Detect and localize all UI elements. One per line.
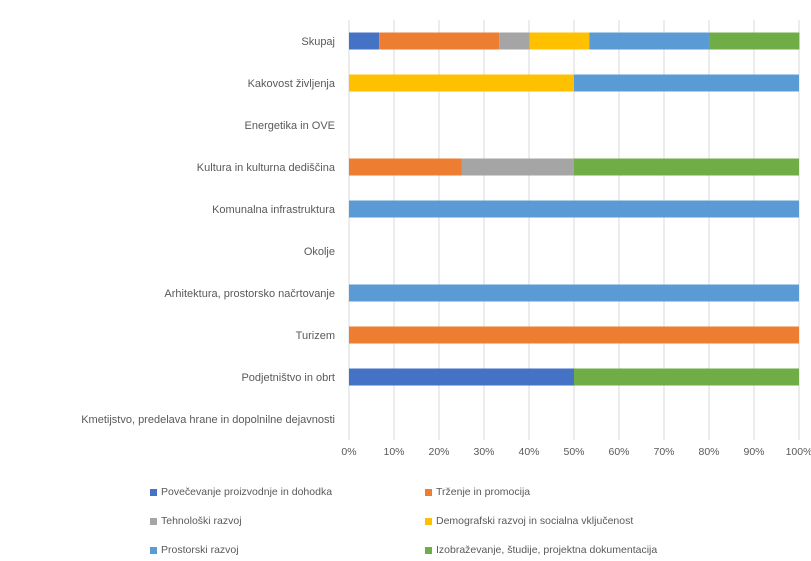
category-label: Energetika in OVE: [245, 120, 336, 132]
legend: Povečevanje proizvodnje in dohodka Trženj…: [0, 478, 811, 561]
legend-item: Tehnološki razvoj: [150, 515, 242, 527]
x-tick-labels: 0% 10% 20% 30% 40% 50% 60% 70% 80% 90% 100%: [341, 446, 811, 458]
x-tick-label: 70%: [653, 446, 674, 458]
bar-segment: [349, 284, 799, 302]
legend-label: Povečevanje proizvodnje in dohodka: [161, 486, 333, 498]
x-tick-label: 10%: [383, 446, 404, 458]
x-tick-label: 40%: [518, 446, 539, 458]
bar-segment: [574, 158, 799, 176]
legend-item: Demografski razvoj in socialna vključeno…: [425, 515, 633, 527]
category-label: Kakovost življenja: [248, 78, 336, 90]
category-label: Kultura in kulturna dediščina: [197, 162, 336, 174]
category-label: Skupaj: [301, 36, 335, 48]
bars: [349, 32, 800, 386]
x-tick-label: 0%: [341, 446, 356, 458]
legend-swatch: [150, 488, 157, 496]
legend-swatch: [150, 517, 157, 525]
legend-swatch: [150, 546, 157, 554]
bar-segment: [589, 32, 710, 50]
category-label: Okolje: [304, 246, 335, 258]
category-label: Arhitektura, prostorsko načrtovanje: [164, 288, 335, 300]
category-label: Podjetništvo in obrt: [241, 372, 335, 384]
legend-item: Izobraževanje, študije, projektna dokume…: [425, 544, 657, 556]
x-tick-label: 20%: [428, 446, 449, 458]
bar-segment: [574, 368, 799, 386]
bar-segment: [349, 200, 799, 218]
legend-item: Trženje in promocija: [425, 486, 530, 498]
category-label: Kmetijstvo, predelava hrane in dopolniln…: [81, 414, 335, 426]
legend-swatch: [425, 517, 432, 525]
legend-label: Trženje in promocija: [436, 486, 531, 498]
x-tick-label: 60%: [608, 446, 629, 458]
legend-label: Prostorski razvoj: [161, 544, 239, 556]
bar-segment: [379, 32, 500, 50]
bar-segment: [499, 32, 530, 50]
legend-label: Demografski razvoj in socialna vključeno…: [436, 515, 634, 527]
bar-segment: [461, 158, 574, 176]
bar-segment: [349, 368, 574, 386]
legend-item: Prostorski razvoj: [150, 544, 239, 556]
x-tick-label: 90%: [743, 446, 764, 458]
bar-segment: [349, 32, 380, 50]
bar-segment: [349, 74, 574, 92]
legend-item: Povečevanje proizvodnje in dohodka: [150, 486, 332, 498]
bar-segment: [574, 74, 799, 92]
bar-segment: [529, 32, 590, 50]
legend-swatch: [425, 488, 432, 496]
bar-segment: [709, 32, 800, 50]
category-label: Turizem: [296, 330, 335, 342]
bar-segment: [349, 158, 462, 176]
legend-swatch: [425, 546, 432, 554]
x-tick-label: 100%: [786, 446, 811, 458]
bar-segment: [349, 326, 799, 344]
x-tick-label: 50%: [563, 446, 584, 458]
category-label: Komunalna infrastruktura: [212, 204, 336, 216]
x-tick-label: 80%: [698, 446, 719, 458]
legend-label: Izobraževanje, študije, projektna dokume…: [436, 544, 658, 556]
category-labels: Skupaj Kakovost življenja Energetika in OV…: [81, 36, 336, 426]
x-tick-label: 30%: [473, 446, 494, 458]
legend-label: Tehnološki razvoj: [161, 515, 242, 527]
